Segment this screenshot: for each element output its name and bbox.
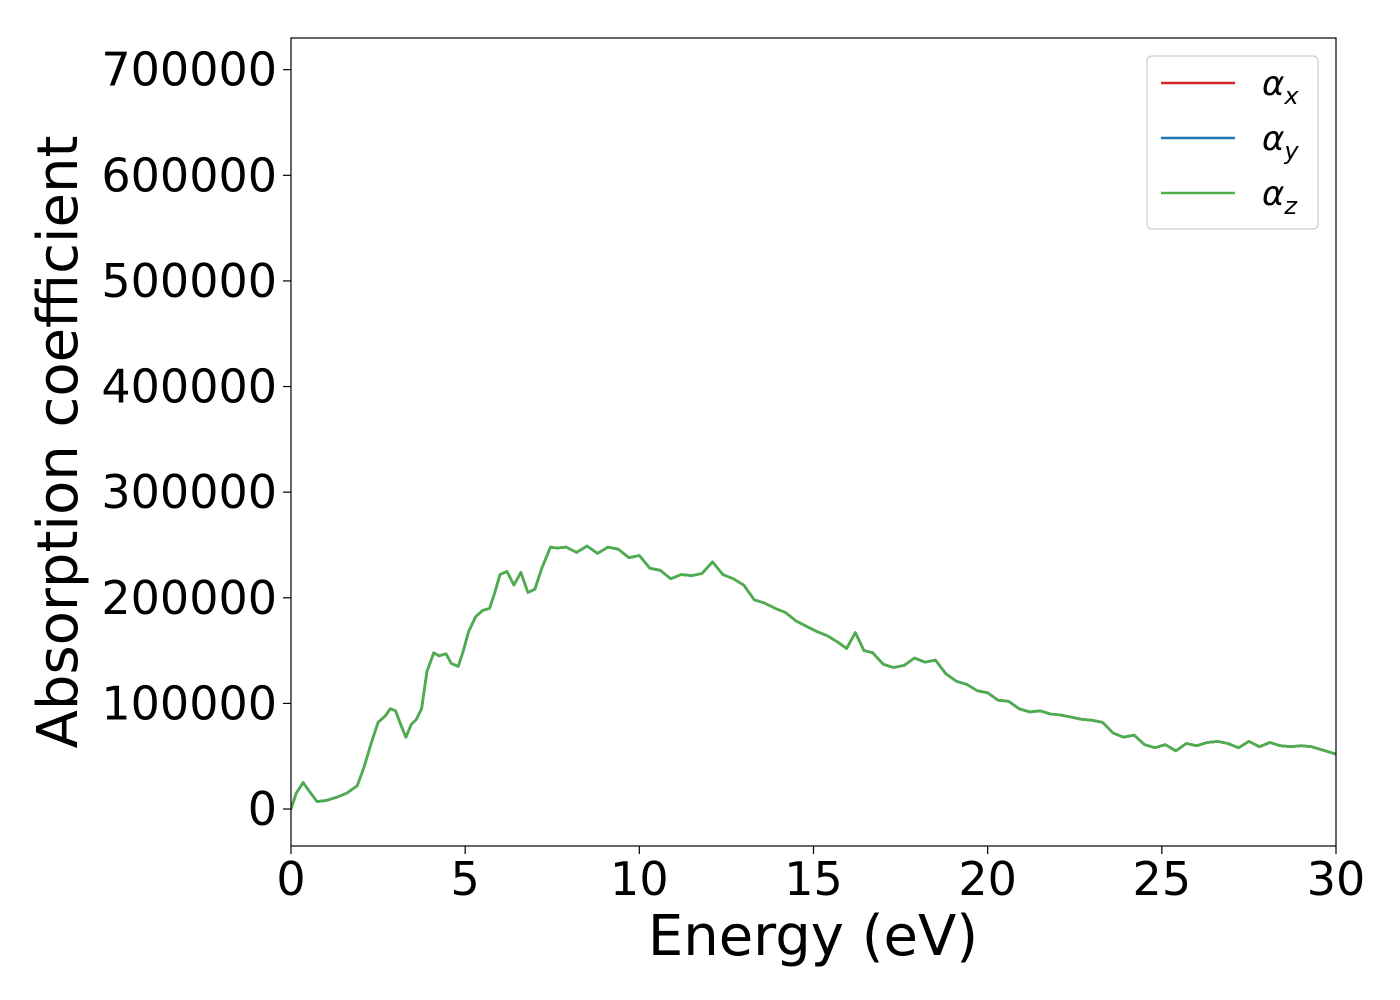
x-tick-label: 10 [610, 852, 669, 906]
legend-entry-y: αy [1262, 119, 1299, 165]
legend-entry-x: αx [1262, 64, 1299, 110]
y-tick-label: 700000 [101, 43, 277, 97]
y-tick-label: 200000 [101, 571, 277, 625]
y-axis-label: Absorption coefficient [26, 136, 91, 749]
x-axis: 0 5 10 15 20 25 30 [276, 846, 1365, 906]
y-tick-label: 0 [248, 782, 277, 836]
legend-symbol: α [1262, 174, 1284, 214]
legend-entry-z: αz [1262, 174, 1298, 220]
y-axis: 0 100000 200000 300000 400000 500000 600000 700… [101, 43, 291, 836]
x-tick-label: 15 [784, 852, 843, 906]
y-tick-label: 600000 [101, 148, 277, 202]
x-tick-label: 30 [1307, 852, 1366, 906]
legend-symbol: α [1262, 64, 1284, 104]
x-tick-label: 25 [1133, 852, 1192, 906]
legend-symbol: α [1262, 119, 1284, 159]
y-tick-label: 100000 [101, 676, 277, 730]
legend-subscript: z [1283, 192, 1298, 220]
x-axis-label: Energy (eV) [648, 904, 978, 969]
y-tick-label: 500000 [101, 254, 277, 308]
legend-subscript: y [1283, 137, 1299, 165]
y-tick-label: 400000 [101, 360, 277, 414]
x-tick-label: 20 [958, 852, 1017, 906]
x-tick-label: 0 [276, 852, 305, 906]
legend-frame [1146, 55, 1319, 230]
y-tick-label: 300000 [101, 465, 277, 519]
series-layer [291, 544, 1336, 811]
legend-subscript: x [1283, 82, 1299, 110]
x-tick-label: 5 [451, 852, 480, 906]
series-line-z [291, 544, 1336, 811]
